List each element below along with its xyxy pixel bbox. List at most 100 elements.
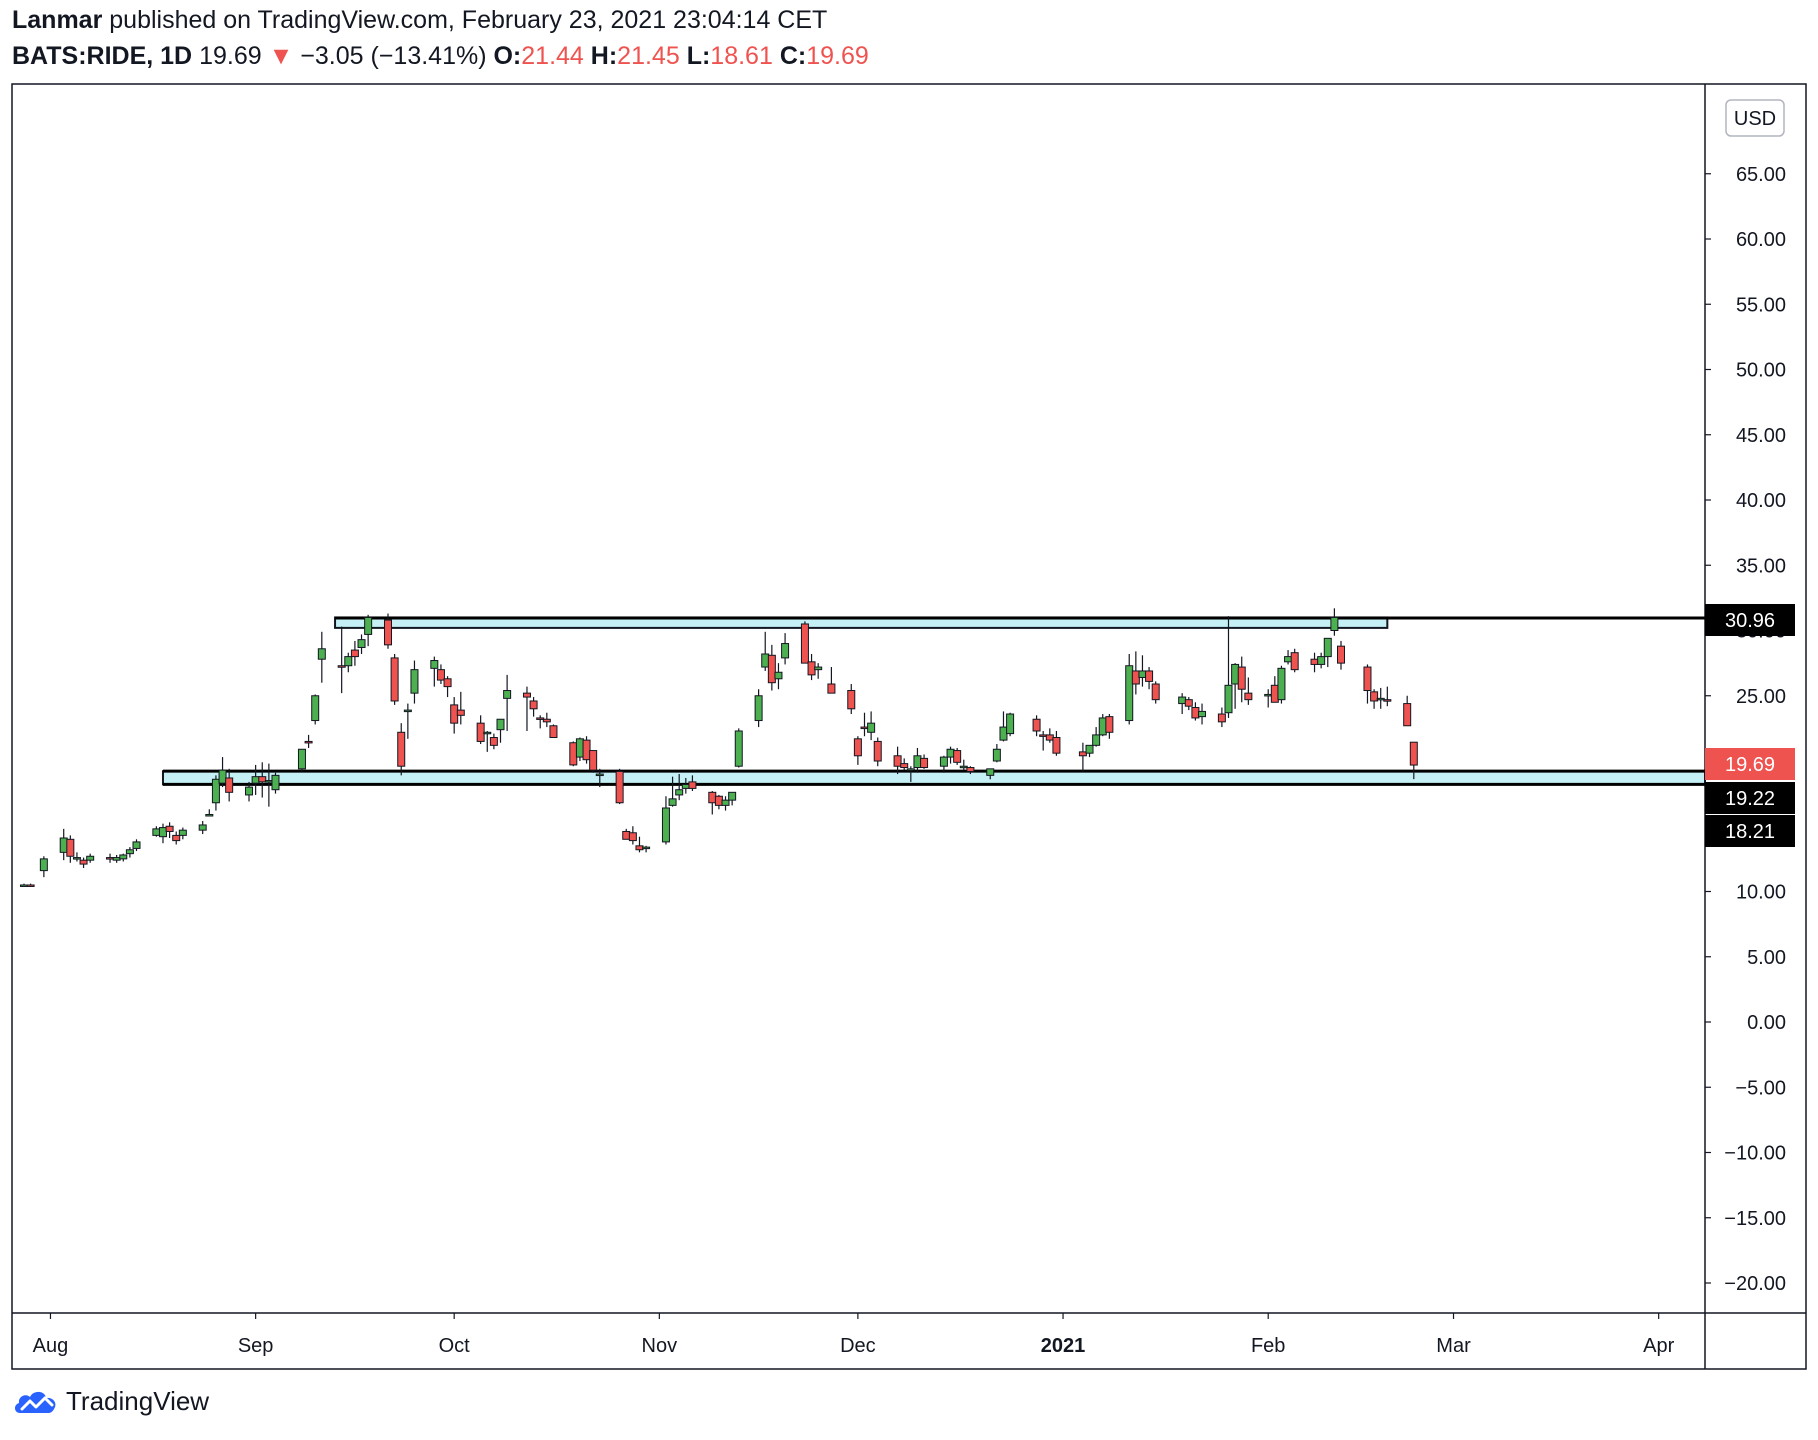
candle-down — [79, 857, 88, 869]
time-axis[interactable]: Aug Sep Oct Nov Dec 2021 Feb Mar Apr — [33, 1313, 1675, 1357]
candle-body — [251, 776, 260, 784]
candle-up — [198, 821, 207, 835]
tradingview-logo[interactable]: TradingView — [12, 1386, 209, 1417]
price-tick-label: 35.00 — [1736, 555, 1786, 577]
candle-up — [939, 755, 948, 773]
candle-body — [1125, 665, 1134, 722]
price-tick-label: 40.00 — [1736, 490, 1786, 512]
candle-body — [1284, 656, 1293, 663]
candle-up — [1224, 616, 1233, 718]
candle-body — [357, 639, 366, 648]
candle-down — [1290, 648, 1299, 673]
candle-down — [1151, 681, 1160, 704]
price-tick-label: 0.00 — [1747, 1012, 1786, 1034]
candle-up — [754, 689, 763, 728]
candle-down — [1383, 686, 1392, 707]
candle-body — [906, 768, 915, 771]
candle-down — [873, 737, 882, 767]
candle-body — [1217, 713, 1226, 723]
candle-up — [271, 772, 280, 794]
candle-body — [205, 814, 214, 817]
candle-body — [271, 774, 280, 791]
time-tick-label: Mar — [1436, 1335, 1471, 1357]
price-tag-bg — [1705, 782, 1795, 814]
candle-body — [708, 791, 717, 804]
candle-body — [39, 858, 48, 872]
time-tick-label: Oct — [439, 1335, 471, 1357]
candle-body — [814, 666, 823, 671]
symbol-name: BATS:RIDE, 1D — [12, 42, 193, 70]
currency-button[interactable]: USD — [1725, 99, 1785, 137]
candle-body — [1191, 706, 1200, 719]
candle-down — [225, 768, 234, 802]
candle-up — [814, 663, 823, 679]
candle-body — [721, 799, 730, 806]
candle-body — [1244, 692, 1253, 701]
candle-body — [311, 695, 320, 722]
candle-up — [992, 744, 1001, 763]
chart-frame — [11, 83, 1807, 1370]
candle-down — [1217, 707, 1226, 728]
candle-body — [761, 653, 770, 668]
candle-body — [615, 770, 624, 804]
candle-body — [450, 704, 459, 724]
candle-down — [953, 747, 962, 765]
price-tag-bg — [1705, 604, 1795, 636]
brand-name: TradingView — [66, 1386, 210, 1416]
candle-body — [1337, 645, 1346, 664]
candle-body — [317, 648, 326, 660]
candle-up — [178, 827, 187, 840]
candle-body — [132, 841, 141, 849]
publish-info: Lanmar published on TradingView.com, Feb… — [12, 6, 827, 35]
price-tag: 18.21 — [1705, 815, 1795, 847]
candle-up — [668, 776, 677, 807]
open-value: 21.44 — [521, 42, 584, 70]
candle-body — [999, 726, 1008, 741]
candle-body — [860, 726, 869, 730]
candle-up — [1006, 712, 1015, 737]
candle-up — [906, 766, 915, 782]
candle-up — [132, 839, 141, 852]
candle-body — [483, 731, 492, 735]
price-tick-label: −10.00 — [1724, 1143, 1786, 1165]
time-tick-label: Sep — [238, 1335, 274, 1357]
candle-body — [549, 725, 558, 739]
candle-down — [800, 621, 809, 664]
candle-body — [218, 769, 227, 784]
candle-body — [628, 832, 637, 842]
candle-body — [661, 807, 670, 843]
candle-up — [595, 768, 604, 788]
candle-up — [867, 711, 876, 741]
close-value: 19.69 — [806, 42, 869, 70]
candle-down — [966, 766, 975, 775]
candle-body — [1184, 699, 1193, 707]
candle-down — [436, 664, 445, 685]
candle-body — [178, 829, 187, 836]
price-tag: 19.22 — [1705, 782, 1795, 814]
candle-body — [767, 654, 776, 684]
candle-body — [1178, 696, 1187, 705]
candle-body — [476, 722, 485, 742]
candle-down — [1184, 697, 1193, 711]
candle-body — [668, 798, 677, 806]
candle-body — [920, 757, 929, 769]
candle-body — [1098, 717, 1107, 736]
high-label: H: — [590, 42, 618, 70]
candle-body — [496, 718, 505, 731]
candle-down — [1237, 656, 1246, 703]
price-chart[interactable]: 65.0060.0055.0050.0045.0040.0035.0030.00… — [0, 0, 1818, 1380]
high-value: 21.45 — [617, 42, 680, 70]
candle-up — [410, 660, 419, 704]
candle-down — [258, 762, 267, 798]
candle-down — [847, 684, 856, 715]
candle-down — [900, 758, 909, 771]
candle-body — [900, 763, 909, 769]
candle-down — [589, 750, 598, 773]
candle-body — [72, 857, 81, 860]
candle-body — [714, 795, 723, 806]
candle-up — [364, 614, 373, 647]
open-label: O: — [493, 42, 522, 70]
candle-body — [397, 731, 406, 767]
candle-body — [635, 845, 644, 851]
candle-body — [503, 690, 512, 699]
